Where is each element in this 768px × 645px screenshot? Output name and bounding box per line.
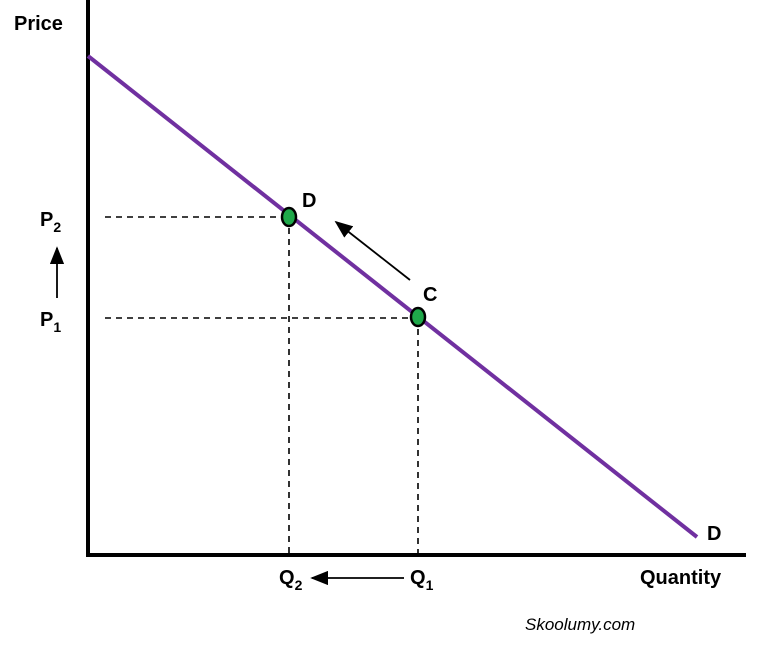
- x-axis-label: Quantity: [640, 567, 722, 589]
- label-subscript: 2: [295, 577, 303, 593]
- label-subscript: 2: [53, 219, 61, 235]
- curve-label: D: [707, 523, 721, 545]
- point-label: C: [423, 284, 437, 306]
- label-subscript: 1: [53, 319, 61, 335]
- demand-curve: [86, 54, 699, 539]
- point: [409, 306, 427, 328]
- point: [280, 206, 298, 228]
- price-label: P1: [40, 309, 61, 335]
- arrow: [334, 220, 411, 281]
- label-letter: P: [40, 309, 53, 331]
- quantity-label: Q1: [410, 567, 434, 593]
- label-letter: Q: [279, 567, 295, 589]
- price-label: P2: [40, 209, 61, 235]
- y-axis-label: Price: [14, 13, 63, 35]
- label-subscript: 1: [426, 577, 434, 593]
- watermark: Skoolumy.com: [525, 615, 635, 634]
- quantity-label: Q2: [279, 567, 303, 593]
- point-label: D: [302, 190, 316, 212]
- label-letter: P: [40, 209, 53, 231]
- label-letter: Q: [410, 567, 426, 589]
